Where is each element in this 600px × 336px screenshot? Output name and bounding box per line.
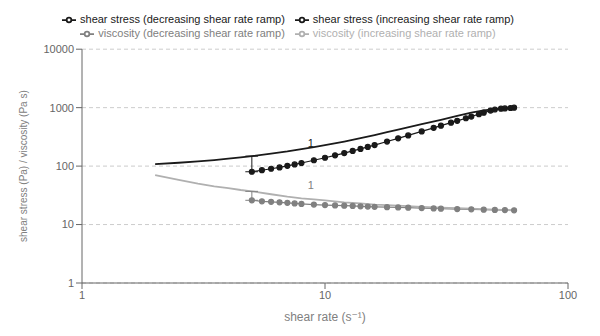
svg-text:10: 10 [62,218,74,230]
svg-text:shear stress (Pa) / viscosity: shear stress (Pa) / viscosity (Pa s) [18,90,29,242]
html-text:shear stress (increasing shear: shear stress (increasing shear rate ramp… [312,13,514,25]
svg-text:10000: 10000 [43,43,74,55]
svg-text:1: 1 [79,289,85,301]
html-text:viscosity (increasing shear ra: viscosity (increasing shear rate ramp) [312,27,496,40]
svg-text:100: 100 [559,289,577,301]
html-text:viscosity (decreasing shear ra: viscosity (decreasing shear rate ramp) [98,27,285,40]
svg-text:1: 1 [68,277,74,289]
svg-text:shear rate (s⁻¹): shear rate (s⁻¹) [284,310,366,324]
svg-text:10: 10 [319,289,331,301]
svg-text:100: 100 [56,160,74,172]
svg-text:1: 1 [308,137,314,149]
svg-text:1: 1 [308,179,314,191]
svg-text:1000: 1000 [50,102,74,114]
html-text:shear stress (decreasing shear: shear stress (decreasing shear rate ramp… [80,13,285,25]
